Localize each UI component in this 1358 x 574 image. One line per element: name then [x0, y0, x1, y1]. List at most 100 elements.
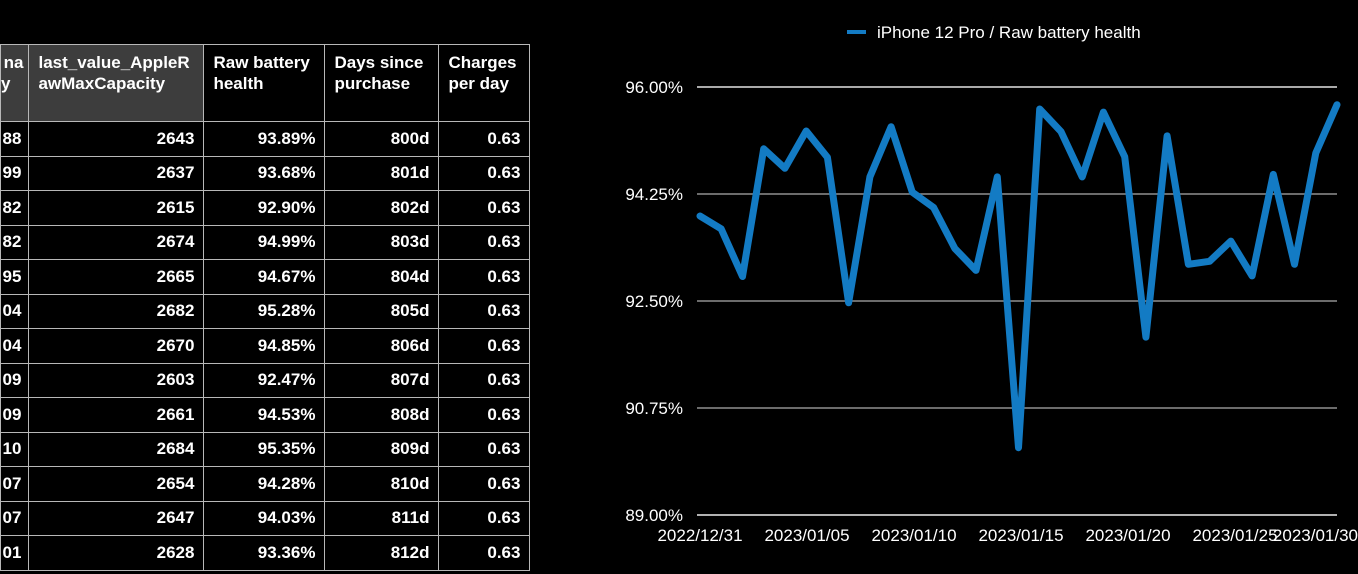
table-cell[interactable]: 810d [324, 466, 440, 502]
table-cell[interactable]: 2684 [28, 431, 205, 467]
table-body: 88 2643 93.89% 800d 0.63 99 2637 93.68% 801d 0.63… [0, 121, 531, 571]
table-cell[interactable]: 2654 [28, 466, 205, 502]
table-cell[interactable]: 2674 [28, 224, 205, 260]
column-header-line: na [3, 53, 24, 72]
table-cell[interactable]: 0.63 [438, 500, 531, 536]
table-cell[interactable]: 0.63 [438, 466, 531, 502]
table-cell[interactable]: 0.63 [438, 190, 531, 226]
table-cell[interactable]: 0.63 [438, 362, 531, 398]
y-axis-tick-label: 96.00% [625, 78, 683, 97]
table-cell[interactable]: 0.63 [438, 121, 531, 157]
table-cell[interactable]: 812d [324, 535, 440, 571]
table-cell[interactable]: 95 [0, 259, 30, 295]
table-cell[interactable]: 801d [324, 155, 440, 191]
legend[interactable]: iPhone 12 Pro / Raw battery health [847, 23, 1141, 42]
table-cell[interactable]: 808d [324, 397, 440, 433]
table-cell[interactable]: 2615 [28, 190, 205, 226]
table-cell[interactable]: 2637 [28, 155, 205, 191]
table-cell[interactable]: 99 [0, 155, 30, 191]
table-cell[interactable]: 82 [0, 190, 30, 226]
x-axis-tick-label: 2023/01/05 [764, 526, 849, 545]
column-header-line: awMaxCapacity [38, 74, 166, 94]
table-cell[interactable]: 92.90% [203, 190, 326, 226]
table-cell[interactable]: 09 [0, 362, 30, 398]
table-cell[interactable]: 94.03% [203, 500, 326, 536]
table-cell[interactable]: 09 [0, 397, 30, 433]
table-cell[interactable]: 93.36% [203, 535, 326, 571]
x-axis-tick-label: 2022/12/31 [657, 526, 742, 545]
series-line [696, 101, 1341, 452]
table-cell[interactable]: 2628 [28, 535, 205, 571]
column-header[interactable]: Charges per day [438, 44, 531, 122]
table-cell[interactable]: 802d [324, 190, 440, 226]
table-cell[interactable]: 2603 [28, 362, 205, 398]
table-row: 07 2647 94.03% 811d 0.63 [0, 500, 531, 536]
table-row: 01 2628 93.36% 812d 0.63 [0, 535, 531, 571]
table-row: 99 2637 93.68% 801d 0.63 [0, 155, 531, 191]
table-cell[interactable]: 82 [0, 224, 30, 260]
table-row: 04 2682 95.28% 805d 0.63 [0, 293, 531, 329]
column-header[interactable]: Raw battery health [203, 44, 326, 122]
y-axis-tick-label: 94.25% [625, 185, 683, 204]
column-header-line: Raw battery [213, 53, 310, 72]
table-cell[interactable]: 93.89% [203, 121, 326, 157]
column-header[interactable]: Days since purchase [324, 44, 440, 122]
table-cell[interactable]: 0.63 [438, 328, 531, 364]
table-cell[interactable]: 809d [324, 431, 440, 467]
table-cell[interactable]: 0.63 [438, 397, 531, 433]
table-cell[interactable]: 94.85% [203, 328, 326, 364]
table-cell[interactable]: 2665 [28, 259, 205, 295]
table-cell[interactable]: 92.47% [203, 362, 326, 398]
table-cell[interactable]: 2647 [28, 500, 205, 536]
table-cell[interactable]: 07 [0, 466, 30, 502]
table-cell[interactable]: 805d [324, 293, 440, 329]
table-cell[interactable]: 10 [0, 431, 30, 467]
table-cell[interactable]: 2682 [28, 293, 205, 329]
table-cell[interactable]: 07 [0, 500, 30, 536]
table-cell[interactable]: 04 [0, 293, 30, 329]
column-header[interactable]: last_value_AppleR awMaxCapacity [28, 44, 205, 122]
table-cell[interactable]: 04 [0, 328, 30, 364]
table-row: 88 2643 93.89% 800d 0.63 [0, 121, 531, 157]
table-cell[interactable]: 2670 [28, 328, 205, 364]
column-header[interactable]: na y [0, 44, 30, 122]
table-cell[interactable]: 94.67% [203, 259, 326, 295]
table-cell[interactable]: 01 [0, 535, 30, 571]
column-header-line: per day [448, 74, 509, 94]
table-row: 82 2615 92.90% 802d 0.63 [0, 190, 531, 226]
table-cell[interactable]: 807d [324, 362, 440, 398]
table-cell[interactable]: 0.63 [438, 259, 531, 295]
table-cell[interactable]: 811d [324, 500, 440, 536]
table-row: 10 2684 95.35% 809d 0.63 [0, 431, 531, 467]
table-cell[interactable]: 88 [0, 121, 30, 157]
table-cell[interactable]: 800d [324, 121, 440, 157]
x-axis-tick-label: 2023/01/15 [978, 526, 1063, 545]
table-cell[interactable]: 0.63 [438, 431, 531, 467]
table-cell[interactable]: 803d [324, 224, 440, 260]
table-cell[interactable]: 2643 [28, 121, 205, 157]
table-cell[interactable]: 94.28% [203, 466, 326, 502]
table-row: 09 2661 94.53% 808d 0.63 [0, 397, 531, 433]
column-header-line: last_value_AppleR [38, 53, 190, 72]
battery-data-table: na y last_value_AppleR awMaxCapacity Raw bat… [0, 44, 531, 571]
table-cell[interactable]: 95.28% [203, 293, 326, 329]
table-cell[interactable]: 94.53% [203, 397, 326, 433]
table-cell[interactable]: 95.35% [203, 431, 326, 467]
table-cell[interactable]: 0.63 [438, 535, 531, 571]
table-cell[interactable]: 2661 [28, 397, 205, 433]
column-header-line: health [213, 74, 264, 94]
table-cell[interactable]: 93.68% [203, 155, 326, 191]
table-cell[interactable]: 804d [324, 259, 440, 295]
column-header-line: purchase [334, 74, 411, 94]
table-row: 07 2654 94.28% 810d 0.63 [0, 466, 531, 502]
table-cell[interactable]: 806d [324, 328, 440, 364]
table-cell[interactable]: 94.99% [203, 224, 326, 260]
table-cell[interactable]: 0.63 [438, 224, 531, 260]
table-row: 95 2665 94.67% 804d 0.63 [0, 259, 531, 295]
column-header-line: Days since [334, 53, 424, 72]
table-cell[interactable]: 0.63 [438, 155, 531, 191]
table-row: 04 2670 94.85% 806d 0.63 [0, 328, 531, 364]
table-row: 09 2603 92.47% 807d 0.63 [0, 362, 531, 398]
table-cell[interactable]: 0.63 [438, 293, 531, 329]
